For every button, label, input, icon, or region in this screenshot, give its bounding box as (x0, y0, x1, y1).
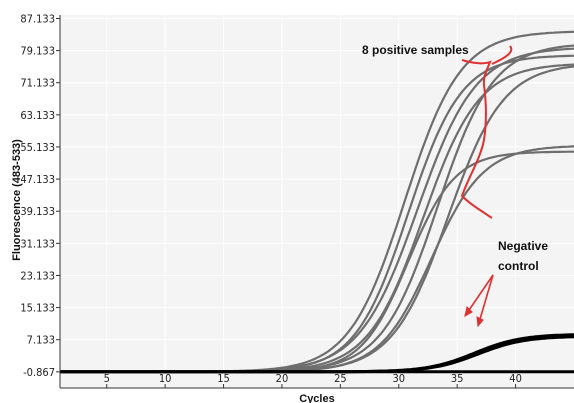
positive-bracket-tip (491, 45, 513, 65)
x-tick-label: 40 (509, 372, 522, 385)
annotation-negative-line2: control (498, 259, 539, 273)
y-axis-label: Fluorescence (483-533) (11, 139, 23, 261)
annotation-marks (460, 45, 513, 328)
y-tick-label: 63.133 (20, 109, 55, 122)
y-tick-label: 39.133 (20, 205, 55, 218)
y-tick-label: 31.133 (20, 237, 55, 250)
x-tick-label: 25 (334, 372, 347, 385)
negative-arrowhead-2 (476, 316, 484, 328)
x-axis: 5 10 15 20 25 30 35 40 (60, 372, 574, 389)
plot-area (60, 15, 574, 388)
y-tick-label: 87.133 (20, 12, 55, 25)
grid-lines (60, 15, 574, 388)
positive-bracket (460, 59, 493, 219)
y-tick-label: 15.133 (20, 302, 55, 315)
x-axis-label: Cycles (299, 393, 334, 403)
negative-arrow-2 (477, 274, 494, 327)
annotation-negative-line1: Negative (498, 239, 548, 253)
y-tick-label: 23.133 (20, 269, 55, 282)
y-tick-label: 79.133 (20, 45, 55, 58)
negative-arrowhead-1 (464, 306, 473, 317)
y-tick-label: -0.867 (23, 366, 55, 379)
x-tick-label: 30 (392, 372, 405, 385)
annotation-positive: 8 positive samples (362, 43, 469, 57)
y-axis: -0.867 7.133 15.133 23.133 31.133 39.133 47.13… (20, 12, 61, 388)
y-tick-label: 7.133 (27, 334, 55, 347)
series-lines (60, 30, 574, 374)
y-tick-label: 71.133 (20, 77, 55, 90)
y-tick-label: 47.133 (20, 173, 55, 186)
x-tick-label: 20 (276, 372, 289, 385)
y-tick-label: 55.133 (20, 141, 55, 154)
x-tick-label: 15 (217, 372, 230, 385)
x-tick-label: 35 (451, 372, 464, 385)
x-tick-label: 10 (159, 372, 172, 385)
x-tick-label: 5 (104, 372, 110, 385)
